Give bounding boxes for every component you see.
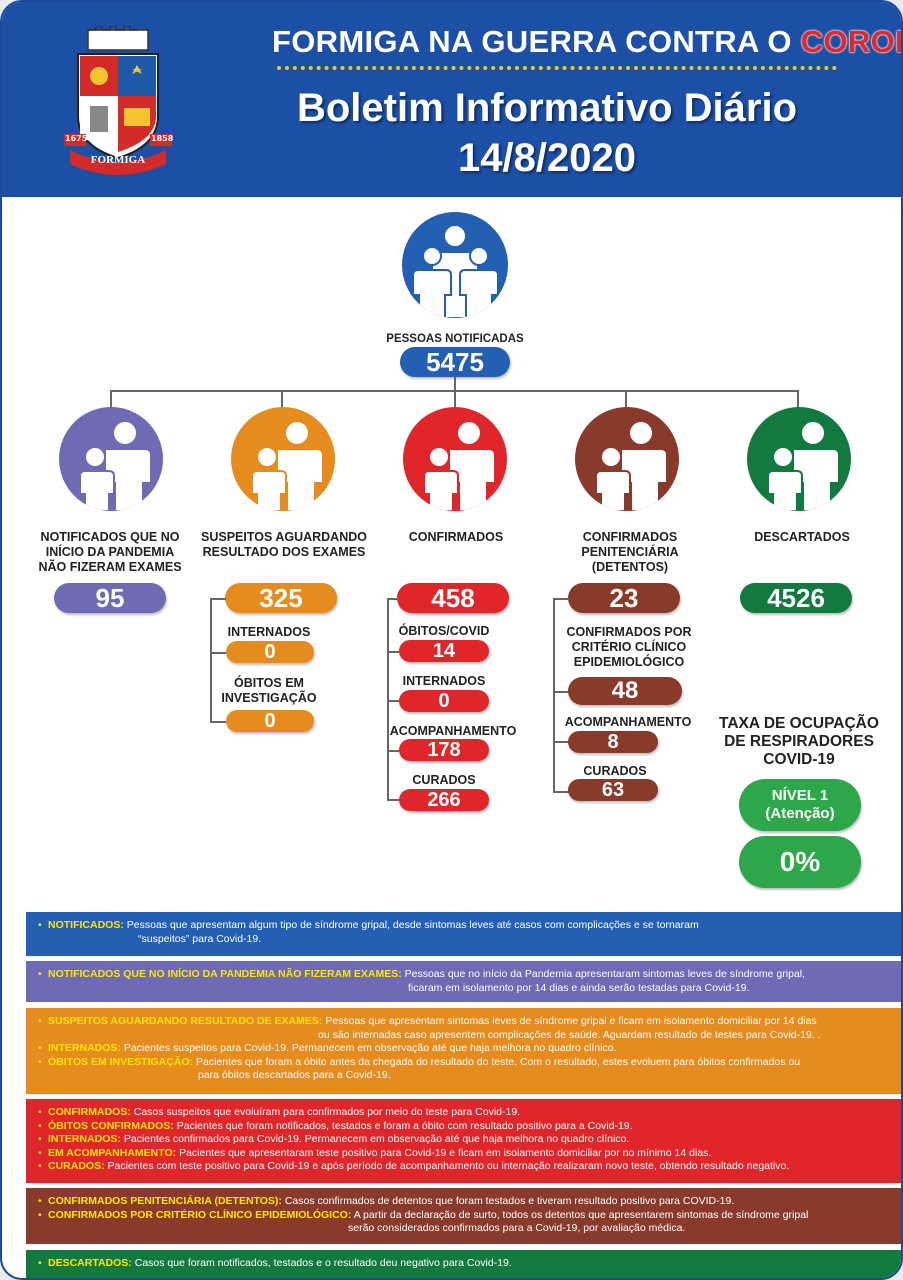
prison-sub-label: ACOMPANHAMENTO — [564, 715, 692, 729]
adult-child-icon — [59, 407, 163, 511]
tree-line — [454, 390, 456, 412]
tree-line — [210, 652, 226, 654]
legend-discarded: DESCARTADOS: Casos que foram notificados… — [26, 1250, 901, 1278]
prison-sub-label: CURADOS — [583, 764, 647, 778]
suspects-deaths-value: 0 — [226, 710, 314, 732]
respirators-rate: 0% — [739, 836, 861, 888]
confirmed-cured-value: 266 — [399, 789, 489, 811]
legend-confirmed: CONFIRMADOS: Casos suspeitos que evoluír… — [26, 1099, 901, 1183]
tree-line — [387, 598, 389, 800]
legend-row: NOTIFICADOS QUE NO INÍCIO DA PANDEMIA NÃ… — [38, 968, 890, 995]
adult-child-icon — [231, 407, 335, 511]
family-group-icon — [402, 212, 508, 318]
bulletin-title: Boletim Informativo Diário — [296, 86, 798, 130]
legend-row: CONFIRMADOS: Casos suspeitos que evoluír… — [38, 1106, 890, 1120]
campaign-prefix: FORMIGA NA GUERRA CONTRA O — [272, 24, 792, 59]
tree-line — [454, 377, 456, 391]
legend-row: INTERNADOS: Pacientes confirmados para C… — [38, 1133, 890, 1147]
tree-line — [553, 741, 569, 743]
prison-sub-label: CONFIRMADOS POR CRITÉRIO CLÍNICO EPIDEMI… — [566, 625, 692, 669]
adult-child-icon — [403, 407, 507, 511]
legend-row: SUSPEITOS AGUARDANDO RESULTADO DE EXAMES… — [38, 1015, 890, 1042]
tree-line — [387, 750, 399, 752]
suspects-sub-label: INTERNADOS — [227, 625, 311, 639]
legend-suspects: SUSPEITOS AGUARDANDO RESULTADO DE EXAMES… — [26, 1008, 901, 1094]
confirmed-deaths-value: 14 — [399, 640, 489, 662]
tree-line — [387, 651, 399, 653]
tree-line — [625, 390, 627, 412]
tree-line — [210, 598, 226, 600]
legend-prison: CONFIRMADOS PENITENCIÁRIA (DETENTOS): Ca… — [26, 1188, 901, 1244]
notified-label: PESSOAS NOTIFICADAS — [386, 333, 524, 345]
tree-line — [797, 390, 799, 412]
legend-row: CURADOS: Pacientes com teste positivo pa… — [38, 1160, 890, 1174]
legend-row: DESCARTADOS: Casos que foram notificados… — [38, 1257, 890, 1271]
confirmed-value: 458 — [397, 583, 509, 613]
legend-row: CONFIRMADOS POR CRITÉRIO CLÍNICO EPIDEMI… — [38, 1209, 890, 1236]
prison-monitoring-value: 8 — [568, 731, 658, 753]
group-label-prison: CONFIRMADOS PENITENCIÁRIA (DETENTOS) — [581, 530, 679, 574]
tree-line — [553, 598, 555, 792]
confirmed-sub-label: ÓBITOS/COVID — [398, 624, 490, 638]
prison-value: 23 — [568, 583, 680, 613]
tree-line — [110, 390, 112, 412]
tree-line — [387, 598, 399, 600]
adult-child-icon — [747, 407, 851, 511]
suspects-hospitalized-value: 0 — [226, 641, 314, 663]
discarded-value: 4526 — [740, 583, 852, 613]
confirmed-sub-label: ACOMPANHAMENTO — [389, 724, 517, 738]
tree-line — [387, 700, 399, 702]
city-crest-icon: 1675 1858 FORMIGA — [64, 25, 174, 176]
respirators-title: TAXA DE OCUPAÇÃO DE RESPIRADORES COVID-1… — [719, 715, 879, 768]
group-label-no-exams: NOTIFICADOS QUE NO INÍCIO DA PANDEMIA NÃ… — [38, 530, 182, 574]
legend-row: CONFIRMADOS PENITENCIÁRIA (DETENTOS): Ca… — [38, 1195, 890, 1209]
crest-year-right: 1858 — [151, 134, 174, 143]
dotted-divider — [277, 66, 837, 72]
group-label-suspects: SUSPEITOS AGUARDANDO RESULTADO DOS EXAME… — [201, 530, 367, 559]
legend-row: ÓBITOS CONFIRMADOS: Pacientes que foram … — [38, 1120, 890, 1134]
confirmed-hospitalized-value: 0 — [399, 690, 489, 712]
tree-line — [553, 598, 569, 600]
confirmed-sub-label: CURADOS — [412, 773, 476, 787]
tree-line — [553, 791, 569, 793]
bulletin-date: 14/8/2020 — [458, 136, 636, 180]
confirmed-sub-label: INTERNADOS — [402, 674, 486, 688]
tree-line — [553, 691, 569, 693]
tree-line — [281, 390, 283, 412]
tree-line — [210, 598, 212, 722]
adult-child-icon — [575, 407, 679, 511]
crest-year-left: 1675 — [65, 134, 88, 143]
tree-line — [210, 721, 226, 723]
crest-banner: FORMIGA — [90, 154, 146, 166]
legend-row: EM ACOMPANHAMENTO: Pacientes que apresen… — [38, 1147, 890, 1161]
campaign-title: FORMIGA NA GUERRA CONTRA O CORONAVÍRUS — [272, 24, 901, 59]
prison-cured-value: 63 — [568, 779, 658, 801]
header: 1675 1858 FORMIGA FORMIGA NA GUERRA CONT… — [2, 2, 901, 197]
suspects-sub-label: ÓBITOS EM INVESTIGAÇÃO — [221, 676, 317, 705]
group-label-discarded: DESCARTADOS — [754, 530, 850, 544]
tree-line — [387, 799, 399, 801]
legend-row: NOTIFICADOS: Pessoas que apresentam algu… — [38, 919, 890, 946]
group-label-confirmed: CONFIRMADOS — [408, 530, 504, 544]
respirators-level-badge: NÍVEL 1 (Atenção) — [739, 779, 861, 831]
legend-no-exams: NOTIFICADOS QUE NO INÍCIO DA PANDEMIA NÃ… — [26, 961, 901, 1002]
suspects-value: 325 — [225, 583, 337, 613]
legend-row: ÓBITOS EM INVESTIGAÇÃO: Pacientes que fo… — [38, 1056, 890, 1083]
campaign-highlight: CORONAVÍRUS — [800, 24, 901, 59]
notified-value: 5475 — [400, 347, 510, 377]
legend-row: INTERNADOS: Pacientes suspeitos para Cov… — [38, 1042, 890, 1056]
no-exams-value: 95 — [54, 583, 166, 613]
legend-notified: NOTIFICADOS: Pessoas que apresentam algu… — [26, 912, 901, 956]
prison-clinical-value: 48 — [568, 677, 682, 705]
confirmed-monitoring-value: 178 — [399, 739, 489, 761]
